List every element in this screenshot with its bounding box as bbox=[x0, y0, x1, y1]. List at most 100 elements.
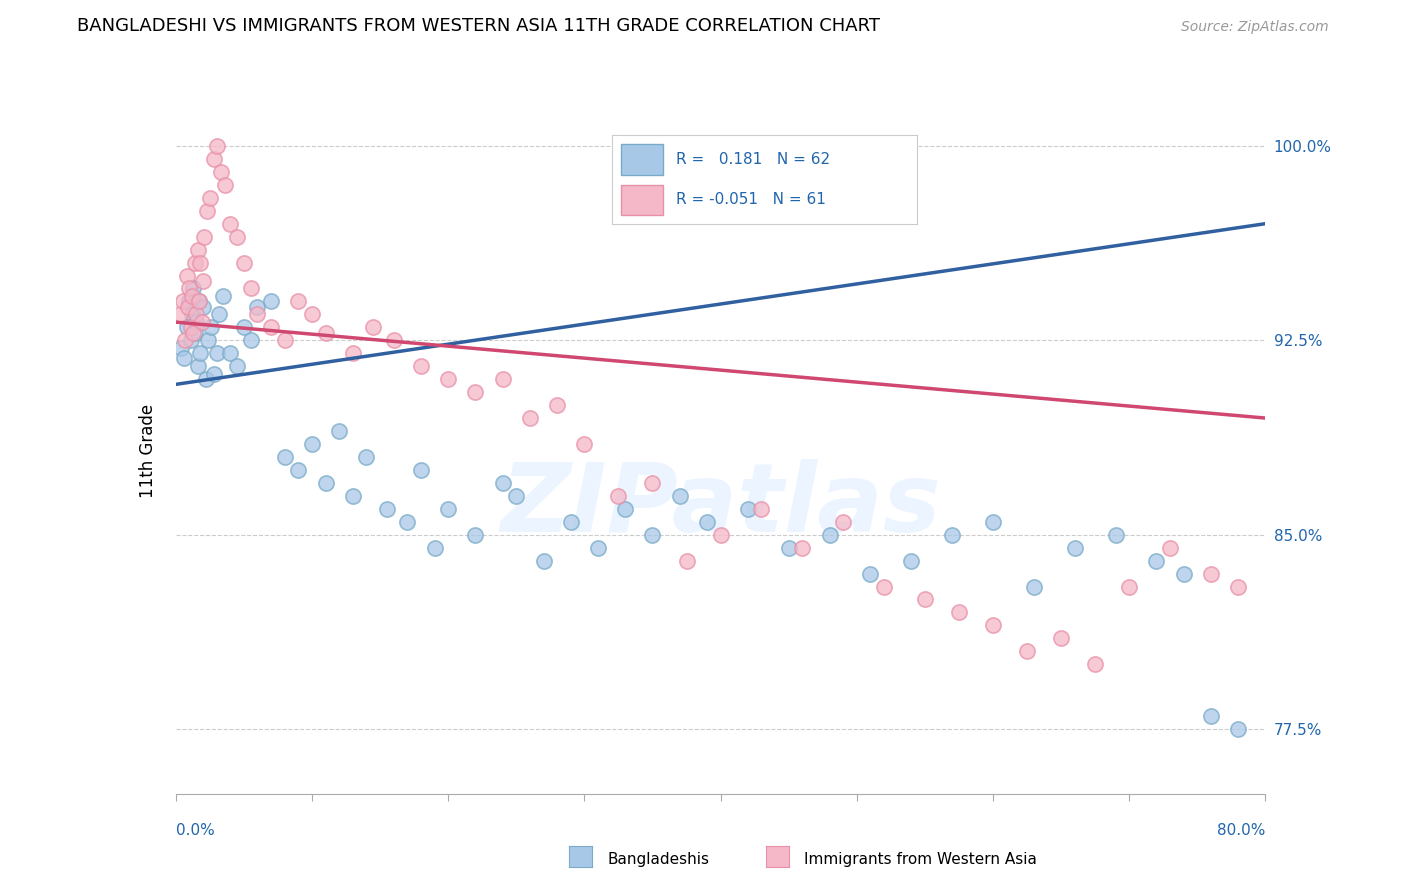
Point bbox=[464, 527, 486, 541]
Point bbox=[315, 326, 337, 340]
Point bbox=[239, 281, 262, 295]
Point bbox=[198, 191, 221, 205]
Point bbox=[187, 294, 209, 309]
Point bbox=[214, 178, 236, 192]
Text: Bangladeshis: Bangladeshis bbox=[607, 853, 710, 867]
Point bbox=[301, 437, 323, 451]
Point bbox=[818, 527, 841, 541]
Point bbox=[301, 307, 323, 321]
Point bbox=[492, 475, 515, 490]
Point bbox=[1050, 632, 1073, 646]
Point bbox=[172, 294, 194, 309]
Point bbox=[1159, 541, 1181, 555]
Point bbox=[607, 489, 630, 503]
Point bbox=[176, 320, 198, 334]
Point bbox=[396, 515, 419, 529]
Point bbox=[197, 334, 219, 348]
FancyBboxPatch shape bbox=[621, 185, 664, 215]
Point bbox=[191, 300, 214, 314]
Point bbox=[190, 315, 212, 329]
Point bbox=[274, 334, 297, 348]
Point bbox=[778, 541, 800, 555]
Point bbox=[546, 398, 568, 412]
Point bbox=[170, 341, 193, 355]
Point bbox=[205, 139, 228, 153]
Point bbox=[260, 294, 283, 309]
Point bbox=[492, 372, 515, 386]
Point bbox=[409, 359, 432, 374]
Point bbox=[382, 334, 405, 348]
Point bbox=[356, 450, 378, 464]
Point bbox=[179, 281, 201, 295]
Point bbox=[1104, 527, 1126, 541]
Point bbox=[1173, 566, 1195, 581]
Point bbox=[180, 320, 202, 334]
Point bbox=[1084, 657, 1107, 672]
Text: Source: ZipAtlas.com: Source: ZipAtlas.com bbox=[1181, 21, 1329, 34]
Y-axis label: 11th Grade: 11th Grade bbox=[139, 403, 157, 498]
Point bbox=[859, 566, 882, 581]
Point bbox=[186, 243, 209, 257]
Point bbox=[1022, 580, 1045, 594]
Point bbox=[191, 274, 214, 288]
Point bbox=[219, 346, 242, 360]
Point bbox=[232, 255, 254, 269]
Point bbox=[792, 541, 814, 555]
Point bbox=[533, 553, 555, 567]
Text: 80.0%: 80.0% bbox=[1218, 823, 1265, 838]
Point bbox=[212, 289, 235, 303]
Point bbox=[696, 515, 718, 529]
Point bbox=[287, 294, 309, 309]
Point bbox=[1227, 580, 1250, 594]
Point bbox=[232, 320, 254, 334]
Point bbox=[409, 463, 432, 477]
Point bbox=[260, 320, 283, 334]
Point bbox=[941, 527, 963, 541]
Point bbox=[219, 217, 242, 231]
FancyBboxPatch shape bbox=[621, 145, 664, 175]
Point bbox=[246, 300, 269, 314]
Point bbox=[184, 326, 207, 340]
Point bbox=[184, 255, 207, 269]
Point bbox=[981, 618, 1004, 632]
Point bbox=[205, 346, 228, 360]
Text: 0.0%: 0.0% bbox=[176, 823, 215, 838]
Point bbox=[180, 334, 202, 348]
Point bbox=[342, 489, 364, 503]
Text: R = -0.051   N = 61: R = -0.051 N = 61 bbox=[676, 192, 825, 207]
Point bbox=[361, 320, 384, 334]
Point bbox=[900, 553, 922, 567]
Point bbox=[1146, 553, 1168, 567]
Point bbox=[641, 475, 664, 490]
Point bbox=[202, 367, 225, 381]
Point bbox=[574, 437, 596, 451]
Point bbox=[188, 346, 211, 360]
Text: Immigrants from Western Asia: Immigrants from Western Asia bbox=[804, 853, 1038, 867]
Point bbox=[186, 307, 208, 321]
Point bbox=[226, 229, 249, 244]
Point bbox=[183, 281, 205, 295]
Point bbox=[274, 450, 297, 464]
Point bbox=[183, 326, 205, 340]
Point bbox=[188, 255, 211, 269]
Point bbox=[586, 541, 609, 555]
Point bbox=[873, 580, 896, 594]
Point bbox=[423, 541, 446, 555]
Point bbox=[195, 203, 218, 218]
Point bbox=[464, 385, 486, 400]
Point bbox=[328, 424, 350, 438]
Point bbox=[173, 351, 195, 366]
Point bbox=[342, 346, 364, 360]
Point bbox=[505, 489, 527, 503]
Point bbox=[246, 307, 269, 321]
Point bbox=[751, 501, 773, 516]
Point bbox=[560, 515, 582, 529]
Point bbox=[187, 294, 209, 309]
Point bbox=[914, 592, 936, 607]
Point bbox=[209, 165, 232, 179]
Point bbox=[208, 307, 231, 321]
Point bbox=[174, 334, 197, 348]
Text: R =   0.181   N = 62: R = 0.181 N = 62 bbox=[676, 152, 830, 167]
Point bbox=[179, 294, 201, 309]
Point bbox=[226, 359, 249, 374]
